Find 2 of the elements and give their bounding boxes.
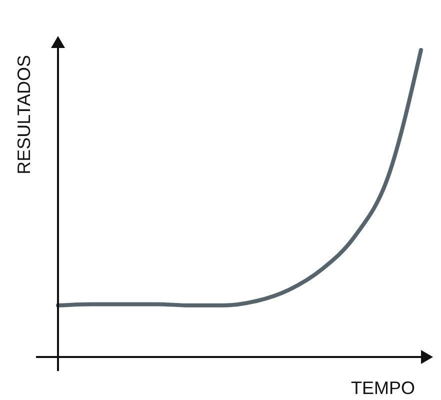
y-axis-title: RESULTADOS xyxy=(14,55,34,174)
x-axis-title: TEMPO xyxy=(350,378,415,398)
